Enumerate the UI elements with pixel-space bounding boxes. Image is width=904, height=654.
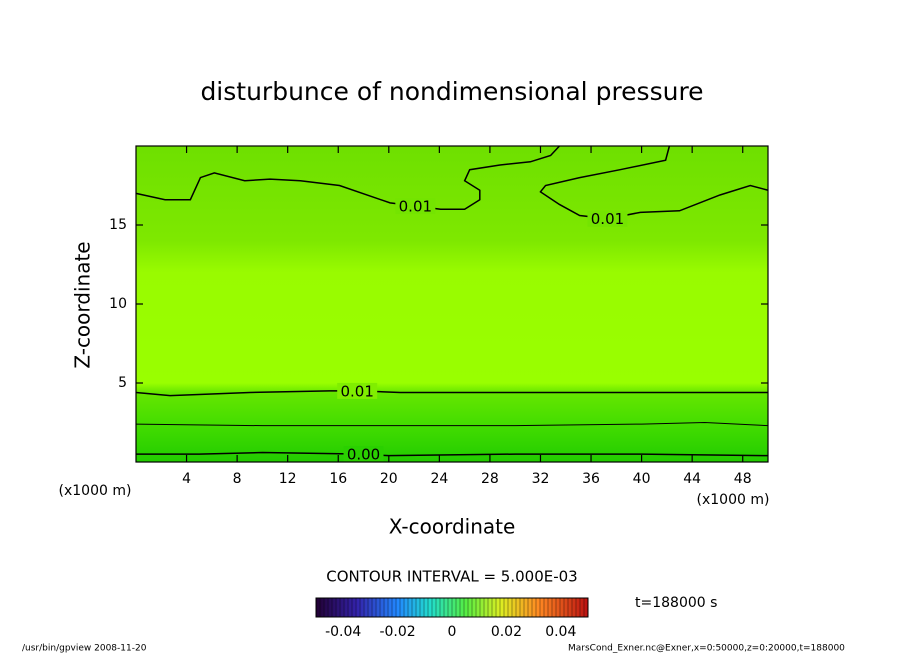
x-tick-label: 36 [582,471,600,487]
contour-label: 0.01 [399,198,432,216]
colorbar-tick-label: -0.02 [379,624,415,640]
contour-label-bg [343,446,384,463]
contour-interval: CONTOUR INTERVAL = 5.000E-03 [326,568,577,586]
x-tick-label: 8 [233,471,242,487]
contour-label: 0.01 [591,210,624,228]
y-tick-label: 5 [118,375,127,391]
field-fill [136,146,768,462]
colorbar-tick-label: 0 [448,624,457,640]
x-tick-label: 16 [329,471,347,487]
contour-line [135,390,768,397]
colorbar-tick-label: -0.04 [325,624,361,640]
time-label: t=188000 s [635,595,717,611]
x-tick-label: 32 [532,471,550,487]
colorbar-frame [315,597,589,618]
colorbar-tick-label: 0.04 [545,624,576,640]
contour-label: 0.00 [347,446,380,464]
x-axis-unit: (x1000 m) [697,492,770,508]
x-tick-label: 12 [279,471,297,487]
colorbar: -0.04 -0.02 0 0.02 0.04 [315,597,589,640]
chart-title: disturbunce of nondimensional pressure [200,77,703,106]
contour-label-bg [337,382,378,399]
x-tick-label: 44 [683,471,701,487]
x-tick-label: 20 [380,471,398,487]
x-tick-label: 40 [633,471,651,487]
y-tick-label: 10 [109,296,127,312]
x-axis-label: X-coordinate [389,515,516,539]
y-tick-label: 15 [109,217,127,233]
y-axis-label: Z-coordinate [71,241,95,368]
x-tick-label: 4 [182,471,191,487]
contour-label-bg [395,198,436,215]
x-tick-label: 28 [481,471,499,487]
footer-right: MarsCond_Exner.nc@Exner,x=0:50000,z=0:20… [568,644,845,654]
footer-left: /usr/bin/gpview 2008-11-20 [22,644,147,654]
contour-label: 0.01 [340,382,373,400]
colorbar-tick-label: 0.02 [491,624,522,640]
contour-line [539,145,769,220]
x-tick-label: 48 [734,471,752,487]
contour-label-bg [587,210,628,227]
y-axis-unit: (x1000 m) [59,483,132,499]
colorbar-fill [316,598,588,617]
contour-line [135,421,769,427]
x-tick-label: 24 [430,471,448,487]
